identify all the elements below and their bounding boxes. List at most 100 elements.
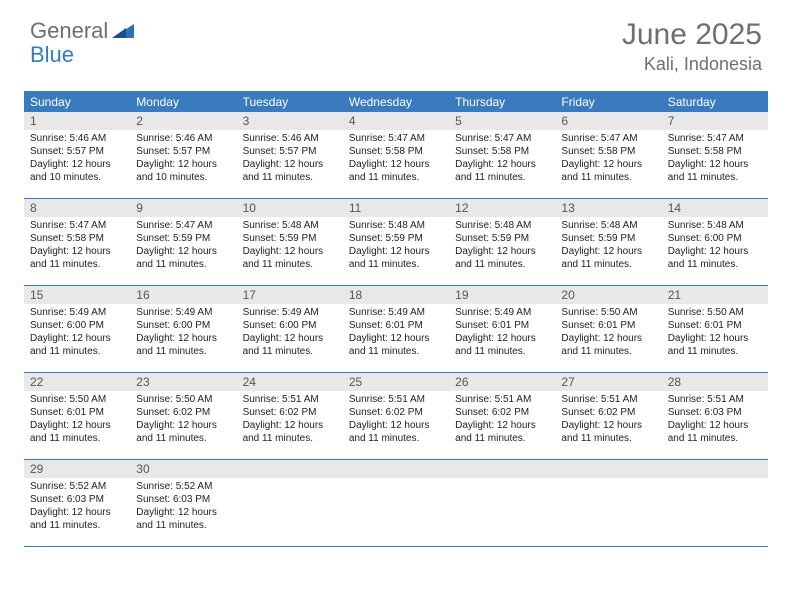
sunrise-line: Sunrise: 5:51 AM — [243, 393, 337, 406]
day-details: Sunrise: 5:51 AMSunset: 6:02 PMDaylight:… — [237, 391, 343, 451]
day-number — [662, 460, 768, 478]
day-of-week-header: Friday — [555, 92, 661, 112]
day-number: 14 — [662, 199, 768, 217]
day-number: 27 — [555, 373, 661, 391]
day-number — [237, 460, 343, 478]
title-block: June 2025 Kali, Indonesia — [622, 18, 762, 75]
day-details: Sunrise: 5:48 AMSunset: 5:59 PMDaylight:… — [555, 217, 661, 277]
day-number: 4 — [343, 112, 449, 130]
calendar-grid: SundayMondayTuesdayWednesdayThursdayFrid… — [24, 91, 768, 547]
daylight-line: Daylight: 12 hours and 11 minutes. — [349, 332, 443, 358]
sunset-line: Sunset: 5:58 PM — [561, 145, 655, 158]
sunset-line: Sunset: 6:00 PM — [668, 232, 762, 245]
day-number: 28 — [662, 373, 768, 391]
sunrise-line: Sunrise: 5:47 AM — [30, 219, 124, 232]
daylight-line: Daylight: 12 hours and 11 minutes. — [668, 332, 762, 358]
day-details: Sunrise: 5:47 AMSunset: 5:59 PMDaylight:… — [130, 217, 236, 277]
logo-triangle-icon — [112, 22, 134, 40]
week-row: 1Sunrise: 5:46 AMSunset: 5:57 PMDaylight… — [24, 112, 768, 199]
sunrise-line: Sunrise: 5:48 AM — [349, 219, 443, 232]
daylight-line: Daylight: 12 hours and 11 minutes. — [136, 245, 230, 271]
day-details: Sunrise: 5:50 AMSunset: 6:01 PMDaylight:… — [662, 304, 768, 364]
day-cell: 12Sunrise: 5:48 AMSunset: 5:59 PMDayligh… — [449, 199, 555, 285]
sunrise-line: Sunrise: 5:51 AM — [561, 393, 655, 406]
sunset-line: Sunset: 5:59 PM — [136, 232, 230, 245]
day-details: Sunrise: 5:46 AMSunset: 5:57 PMDaylight:… — [130, 130, 236, 190]
day-cell: 10Sunrise: 5:48 AMSunset: 5:59 PMDayligh… — [237, 199, 343, 285]
sunrise-line: Sunrise: 5:49 AM — [243, 306, 337, 319]
day-cell: 4Sunrise: 5:47 AMSunset: 5:58 PMDaylight… — [343, 112, 449, 198]
daylight-line: Daylight: 12 hours and 11 minutes. — [561, 245, 655, 271]
day-number — [449, 460, 555, 478]
day-number: 1 — [24, 112, 130, 130]
day-cell: 24Sunrise: 5:51 AMSunset: 6:02 PMDayligh… — [237, 373, 343, 459]
sunrise-line: Sunrise: 5:49 AM — [30, 306, 124, 319]
day-cell: 11Sunrise: 5:48 AMSunset: 5:59 PMDayligh… — [343, 199, 449, 285]
day-cell: 21Sunrise: 5:50 AMSunset: 6:01 PMDayligh… — [662, 286, 768, 372]
page-header: General June 2025 Kali, Indonesia — [0, 0, 792, 83]
day-cell: 5Sunrise: 5:47 AMSunset: 5:58 PMDaylight… — [449, 112, 555, 198]
day-number: 30 — [130, 460, 236, 478]
day-number: 26 — [449, 373, 555, 391]
day-details: Sunrise: 5:49 AMSunset: 6:00 PMDaylight:… — [130, 304, 236, 364]
day-cell: 30Sunrise: 5:52 AMSunset: 6:03 PMDayligh… — [130, 460, 236, 546]
daylight-line: Daylight: 12 hours and 11 minutes. — [30, 245, 124, 271]
sunset-line: Sunset: 6:03 PM — [30, 493, 124, 506]
daylight-line: Daylight: 12 hours and 11 minutes. — [561, 419, 655, 445]
sunset-line: Sunset: 5:59 PM — [455, 232, 549, 245]
day-number: 6 — [555, 112, 661, 130]
sunset-line: Sunset: 5:58 PM — [30, 232, 124, 245]
weeks-container: 1Sunrise: 5:46 AMSunset: 5:57 PMDaylight… — [24, 112, 768, 547]
day-number: 7 — [662, 112, 768, 130]
daylight-line: Daylight: 12 hours and 11 minutes. — [455, 158, 549, 184]
sunset-line: Sunset: 6:02 PM — [243, 406, 337, 419]
sunrise-line: Sunrise: 5:52 AM — [136, 480, 230, 493]
day-details: Sunrise: 5:48 AMSunset: 6:00 PMDaylight:… — [662, 217, 768, 277]
day-details: Sunrise: 5:47 AMSunset: 5:58 PMDaylight:… — [555, 130, 661, 190]
sunrise-line: Sunrise: 5:47 AM — [136, 219, 230, 232]
day-cell: 9Sunrise: 5:47 AMSunset: 5:59 PMDaylight… — [130, 199, 236, 285]
day-number: 29 — [24, 460, 130, 478]
day-number: 20 — [555, 286, 661, 304]
logo-blue-wrap: Blue — [30, 42, 74, 68]
daylight-line: Daylight: 12 hours and 11 minutes. — [561, 332, 655, 358]
sunset-line: Sunset: 6:02 PM — [136, 406, 230, 419]
day-number: 15 — [24, 286, 130, 304]
daylight-line: Daylight: 12 hours and 11 minutes. — [349, 158, 443, 184]
day-cell: 29Sunrise: 5:52 AMSunset: 6:03 PMDayligh… — [24, 460, 130, 546]
sunset-line: Sunset: 5:57 PM — [136, 145, 230, 158]
day-number: 21 — [662, 286, 768, 304]
sunrise-line: Sunrise: 5:49 AM — [136, 306, 230, 319]
day-details: Sunrise: 5:50 AMSunset: 6:02 PMDaylight:… — [130, 391, 236, 451]
day-details: Sunrise: 5:47 AMSunset: 5:58 PMDaylight:… — [343, 130, 449, 190]
day-of-week-header: Thursday — [449, 92, 555, 112]
sunset-line: Sunset: 6:01 PM — [455, 319, 549, 332]
day-details: Sunrise: 5:46 AMSunset: 5:57 PMDaylight:… — [237, 130, 343, 190]
week-row: 22Sunrise: 5:50 AMSunset: 6:01 PMDayligh… — [24, 373, 768, 460]
day-cell: 6Sunrise: 5:47 AMSunset: 5:58 PMDaylight… — [555, 112, 661, 198]
day-cell: 15Sunrise: 5:49 AMSunset: 6:00 PMDayligh… — [24, 286, 130, 372]
day-details: Sunrise: 5:47 AMSunset: 5:58 PMDaylight:… — [24, 217, 130, 277]
week-row: 29Sunrise: 5:52 AMSunset: 6:03 PMDayligh… — [24, 460, 768, 547]
day-details: Sunrise: 5:52 AMSunset: 6:03 PMDaylight:… — [24, 478, 130, 538]
sunset-line: Sunset: 6:03 PM — [136, 493, 230, 506]
daylight-line: Daylight: 12 hours and 11 minutes. — [455, 245, 549, 271]
day-number — [555, 460, 661, 478]
day-number: 3 — [237, 112, 343, 130]
day-details: Sunrise: 5:51 AMSunset: 6:02 PMDaylight:… — [555, 391, 661, 451]
day-cell: 3Sunrise: 5:46 AMSunset: 5:57 PMDaylight… — [237, 112, 343, 198]
day-number: 9 — [130, 199, 236, 217]
day-details: Sunrise: 5:51 AMSunset: 6:02 PMDaylight:… — [449, 391, 555, 451]
daylight-line: Daylight: 12 hours and 11 minutes. — [668, 158, 762, 184]
sunset-line: Sunset: 6:01 PM — [30, 406, 124, 419]
sunrise-line: Sunrise: 5:49 AM — [455, 306, 549, 319]
daylight-line: Daylight: 12 hours and 11 minutes. — [561, 158, 655, 184]
day-details: Sunrise: 5:51 AMSunset: 6:02 PMDaylight:… — [343, 391, 449, 451]
day-number: 8 — [24, 199, 130, 217]
sunrise-line: Sunrise: 5:47 AM — [349, 132, 443, 145]
location-subtitle: Kali, Indonesia — [622, 54, 762, 75]
sunset-line: Sunset: 5:58 PM — [455, 145, 549, 158]
day-number: 16 — [130, 286, 236, 304]
day-cell: 18Sunrise: 5:49 AMSunset: 6:01 PMDayligh… — [343, 286, 449, 372]
day-cell: 8Sunrise: 5:47 AMSunset: 5:58 PMDaylight… — [24, 199, 130, 285]
